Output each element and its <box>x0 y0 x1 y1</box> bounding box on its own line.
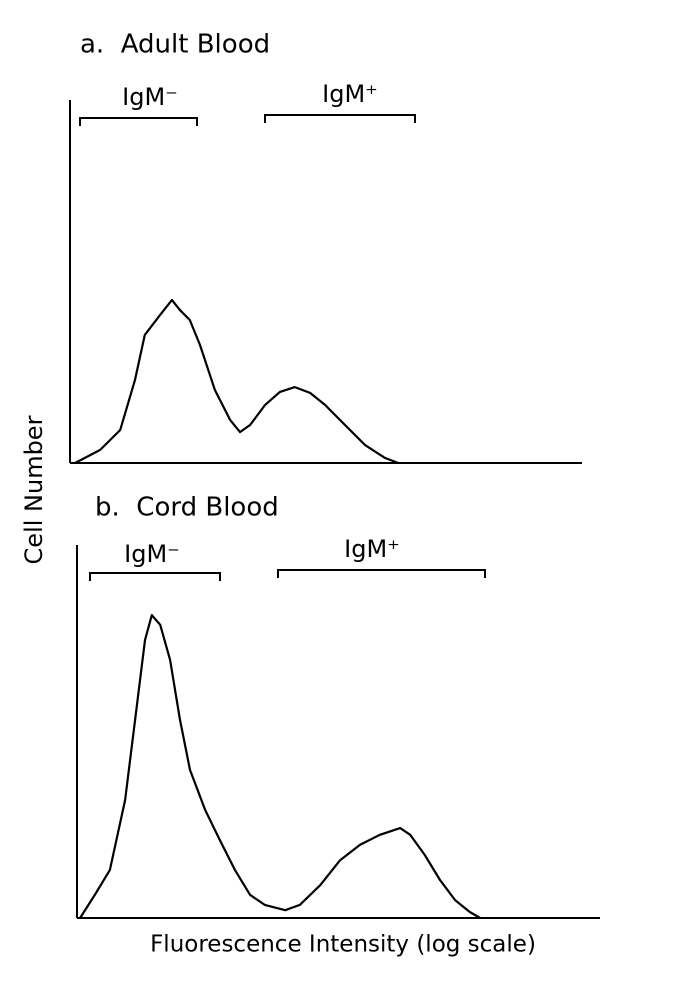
histogram-line <box>74 298 399 465</box>
x-axis-label: Fluorescence Intensity (log scale) <box>150 932 536 958</box>
gate-label: IgM⁺ <box>344 535 400 563</box>
gate-bracket <box>277 569 486 578</box>
gate-label: IgM⁺ <box>322 80 378 108</box>
panel-title: a. Adult Blood <box>80 30 270 60</box>
gate-bracket <box>79 117 198 126</box>
gate-label: IgM⁻ <box>124 540 180 568</box>
y-axis-label: Cell Number <box>20 415 48 564</box>
gate-bracket <box>264 114 416 123</box>
panel-title: b. Cord Blood <box>95 493 279 523</box>
gate-bracket <box>89 572 221 581</box>
gate-label: IgM⁻ <box>122 83 178 111</box>
histogram-line <box>79 614 481 919</box>
